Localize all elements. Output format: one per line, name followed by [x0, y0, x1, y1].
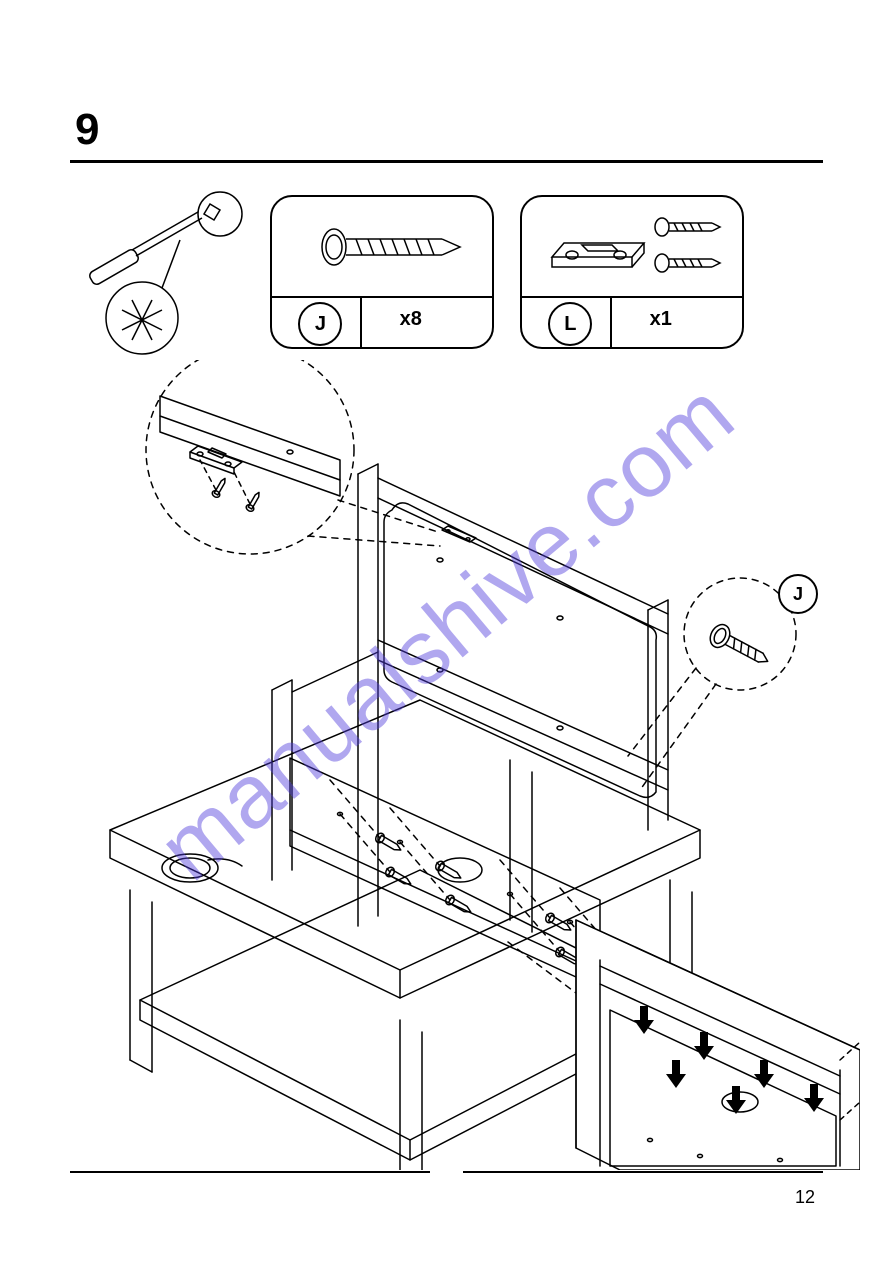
hardware-box-catch: L x1	[520, 195, 744, 349]
rule-top	[70, 160, 823, 163]
hardware-qty: x8	[400, 308, 422, 331]
catch-with-screws-icon	[522, 197, 742, 297]
hardware-letter: L	[548, 302, 592, 346]
callout-letter-j: J	[778, 574, 818, 614]
tool-screwdriver-icon	[70, 190, 250, 360]
screw-icon	[272, 197, 492, 297]
page-number: 12	[795, 1187, 815, 1208]
rule-bottom-right	[463, 1171, 823, 1173]
hardware-letter: J	[298, 302, 342, 346]
hardware-box-screw: J x8	[270, 195, 494, 349]
rule-bottom-left	[70, 1171, 430, 1173]
assembly-diagram	[40, 360, 860, 1170]
step-number: 9	[75, 105, 99, 155]
hardware-qty: x1	[650, 308, 672, 331]
